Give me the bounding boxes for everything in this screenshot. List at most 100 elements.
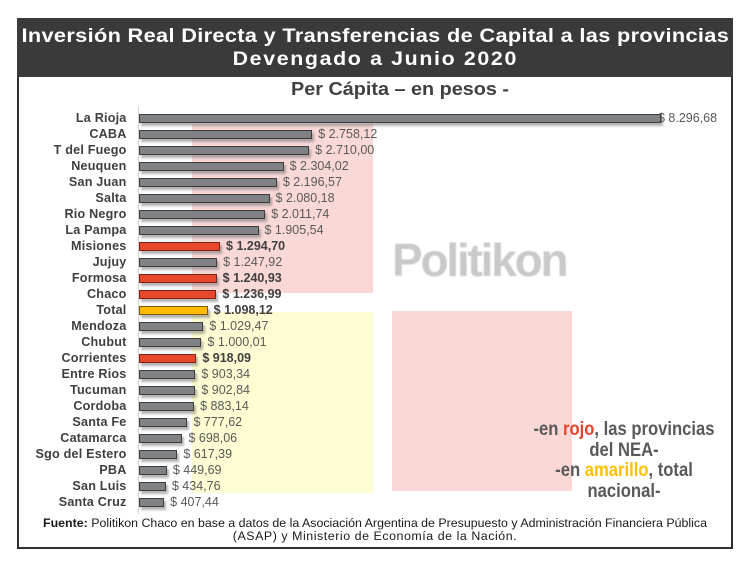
title-bar: Inversión Real Directa y Transferencias … bbox=[17, 18, 733, 77]
value-label: $ 449,69 bbox=[172, 463, 222, 477]
bar-gray bbox=[138, 369, 196, 379]
bar-gray bbox=[138, 321, 204, 331]
value-label: $ 1.240,93 bbox=[222, 271, 282, 285]
bar-gray bbox=[138, 257, 218, 267]
category-label: Catamarca bbox=[60, 431, 127, 445]
value-label: $ 2.758,12 bbox=[318, 127, 378, 141]
chart-frame bbox=[17, 18, 733, 549]
value-label: $ 883,14 bbox=[200, 399, 249, 413]
value-label: $ 2.304,02 bbox=[289, 159, 349, 173]
annotation-text: nacional- bbox=[587, 480, 661, 502]
annotation-text: , las provincias bbox=[594, 419, 715, 440]
bar-gray bbox=[138, 417, 188, 427]
value-label: $ 1.029,47 bbox=[209, 319, 269, 333]
value-label: $ 903,34 bbox=[201, 367, 251, 381]
legend-annotation: -en rojo, las provincias del NEA- -en amar… bbox=[464, 419, 750, 503]
footer-source: Fuente: Politikon Chaco en base a datos … bbox=[17, 516, 733, 544]
category-label: PBA bbox=[99, 463, 127, 477]
category-label: Santa Fe bbox=[72, 415, 127, 429]
annotation-word-amber: amarillo bbox=[584, 460, 649, 482]
category-label: Chaco bbox=[87, 287, 127, 301]
value-label: $ 2.710,00 bbox=[315, 143, 375, 157]
category-label: Mendoza bbox=[71, 319, 127, 333]
category-label: T del Fuego bbox=[53, 143, 127, 157]
bar-gray bbox=[138, 145, 310, 155]
bar-gray bbox=[138, 385, 196, 395]
category-label: Cordoba bbox=[73, 399, 127, 413]
value-label: $ 698,06 bbox=[188, 431, 238, 445]
category-label: CABA bbox=[89, 127, 127, 141]
value-label: $ 1.247,92 bbox=[223, 255, 283, 269]
value-label: $ 617,39 bbox=[183, 447, 233, 461]
value-label: $ 777,62 bbox=[193, 415, 243, 429]
value-label: $ 1.294,70 bbox=[226, 239, 286, 253]
category-label: Tucuman bbox=[70, 383, 127, 397]
pink-highlight-right bbox=[392, 311, 572, 491]
footer-line1: Fuente: Politikon Chaco en base a datos … bbox=[43, 516, 707, 530]
value-label: $ 902,84 bbox=[201, 383, 251, 397]
category-label: Chubut bbox=[81, 335, 127, 349]
bar-gray bbox=[138, 177, 277, 187]
bar-gray bbox=[138, 337, 202, 347]
value-label: $ 2.011,74 bbox=[271, 207, 330, 221]
category-label: Santa Cruz bbox=[58, 495, 127, 509]
bar-gray bbox=[138, 497, 165, 507]
value-label: $ 1.905,54 bbox=[264, 223, 324, 237]
category-label: Sgo del Estero bbox=[35, 447, 127, 461]
category-label: La Rioja bbox=[75, 111, 127, 125]
bar-gray bbox=[138, 113, 661, 123]
value-label: $ 918,09 bbox=[202, 351, 251, 365]
value-label: $ 434,76 bbox=[171, 479, 221, 493]
annotation-word-red: rojo bbox=[563, 419, 595, 440]
annotation-line: nacional- bbox=[484, 480, 750, 503]
bar-gray bbox=[138, 193, 270, 203]
category-label: Neuquen bbox=[71, 159, 127, 173]
footer-line2: (ASAP) y Ministerio de Economía de la Na… bbox=[232, 529, 518, 544]
value-label: $ 1.098,12 bbox=[213, 303, 273, 317]
bar-gray bbox=[138, 209, 266, 219]
annotation-text: -en bbox=[533, 419, 564, 440]
category-label: Corrientes bbox=[61, 351, 127, 365]
category-label: Salta bbox=[95, 191, 127, 205]
bar-gray bbox=[138, 481, 166, 491]
bar-gray bbox=[138, 433, 183, 443]
value-label: $ 2.196,57 bbox=[282, 175, 342, 189]
bar-gray bbox=[138, 129, 313, 139]
value-label: $ 407,44 bbox=[170, 495, 219, 509]
category-label: Rio Negro bbox=[64, 207, 127, 221]
category-label: Formosa bbox=[71, 271, 127, 285]
category-label: San Luis bbox=[72, 479, 127, 493]
bar-gray bbox=[138, 225, 259, 235]
value-label: $ 8.296,68 bbox=[658, 111, 718, 125]
chart-title-line2: Devengado a Junio 2020 bbox=[232, 47, 518, 70]
bar-gray bbox=[138, 401, 195, 411]
category-label: Total bbox=[96, 303, 127, 317]
bar-gray bbox=[138, 465, 167, 475]
annotation-text: -en bbox=[555, 460, 585, 482]
category-label: La Pampa bbox=[65, 223, 127, 237]
bar-red bbox=[138, 353, 197, 363]
annotation-text: del NEA- bbox=[589, 439, 659, 461]
category-label: Jujuy bbox=[92, 255, 127, 269]
bar-red bbox=[138, 273, 217, 283]
value-label: $ 1.236,99 bbox=[222, 287, 282, 301]
category-label: San Juan bbox=[68, 175, 127, 189]
annotation-line: -en rojo, las provincias bbox=[484, 419, 750, 441]
value-label: $ 1.000,01 bbox=[207, 335, 267, 349]
chart-title-line1: Inversión Real Directa y Transferencias … bbox=[21, 25, 729, 47]
annotation-text: , total bbox=[648, 460, 693, 482]
annotation-line: -en amarillo, total bbox=[484, 460, 750, 482]
category-label: Entre Rios bbox=[61, 367, 127, 381]
bar-amber bbox=[138, 305, 208, 315]
footer-source-label: Fuente: bbox=[43, 516, 88, 530]
politikon-watermark: Politikon bbox=[392, 234, 569, 286]
yellow-highlight-bottom bbox=[192, 311, 373, 493]
bar-gray bbox=[138, 161, 284, 171]
bar-red bbox=[138, 289, 217, 299]
category-label: Misiones bbox=[71, 239, 127, 253]
bar-red bbox=[138, 241, 221, 251]
chart-subtitle: Per Cápita – en pesos - bbox=[291, 78, 509, 99]
value-label: $ 2.080,18 bbox=[275, 191, 335, 205]
annotation-line: del NEA- bbox=[484, 439, 750, 462]
bar-gray bbox=[138, 449, 178, 459]
